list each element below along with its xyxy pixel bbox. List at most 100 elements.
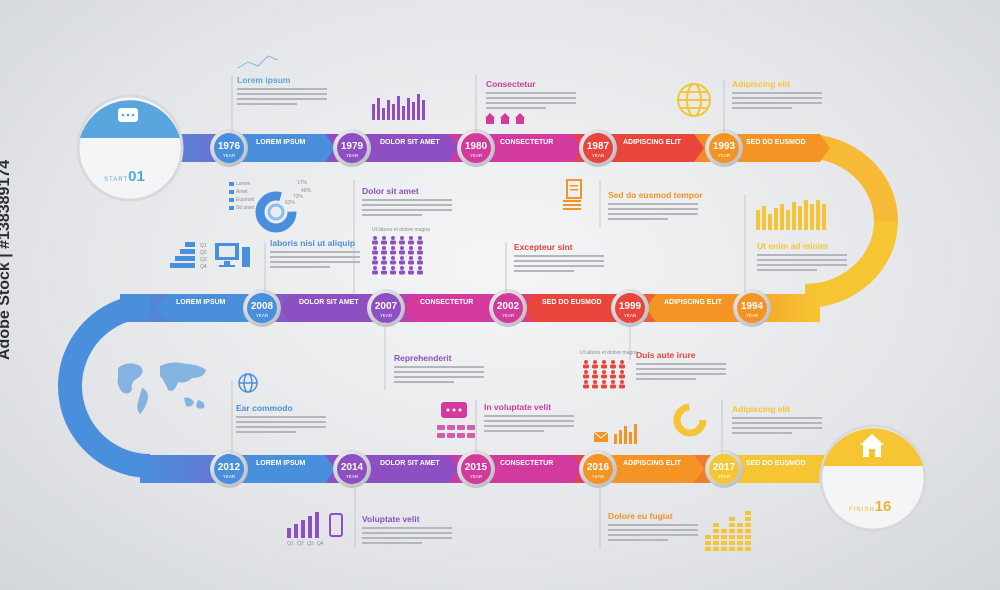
placeholder-text-line xyxy=(608,524,698,526)
people-caption: Ut labore et dolore magna xyxy=(372,227,430,233)
stage-label: ADIPISCING ELIT xyxy=(623,460,681,467)
row3-chevrons xyxy=(227,455,830,483)
stage-label: DOLOR SIT AMET xyxy=(380,139,440,146)
placeholder-text-line xyxy=(394,371,484,373)
placeholder-text-line xyxy=(732,107,792,109)
placeholder-text-line xyxy=(362,537,452,539)
placeholder-text-line xyxy=(270,256,360,258)
year-number: 2015 xyxy=(465,462,488,473)
phone-bar-chart xyxy=(287,512,343,538)
placeholder-text-line xyxy=(394,381,454,383)
year-sublabel: YEAR xyxy=(624,313,637,318)
person-body xyxy=(592,364,598,369)
placeholder-text-line xyxy=(732,97,822,99)
globe-icon xyxy=(677,83,711,117)
person-icon xyxy=(620,380,624,384)
grid-chart-cell xyxy=(721,535,727,539)
phone-chart-q4: Q4 xyxy=(317,541,324,547)
callout-title: Adipiscing elit xyxy=(732,404,791,414)
placeholder-text-line xyxy=(236,426,326,428)
person-body xyxy=(372,260,378,265)
person-body xyxy=(390,250,396,255)
person-icon xyxy=(400,236,404,240)
stage-label: SED DO EUSMOD xyxy=(746,460,806,467)
year-sublabel: YEAR xyxy=(223,474,236,479)
person-body xyxy=(408,240,414,245)
connector-lines xyxy=(231,75,746,548)
placeholder-text-line xyxy=(394,366,484,368)
donut-chart xyxy=(255,191,297,233)
person-icon xyxy=(373,266,377,270)
person-body xyxy=(408,270,414,275)
year-sublabel: YEAR xyxy=(470,153,483,158)
grid-chart-cell xyxy=(729,523,735,527)
person-body xyxy=(399,250,405,255)
person-icon xyxy=(602,380,606,384)
grid-chart-cell xyxy=(713,523,719,527)
placeholder-text-line xyxy=(236,421,326,423)
legend-name-4: Sit amet xyxy=(236,205,255,211)
placeholder-text-line xyxy=(757,269,817,271)
placeholder-text-line xyxy=(362,209,452,211)
stage-label: SED DO EUSMOD xyxy=(542,299,602,306)
year-coin-center xyxy=(247,293,277,323)
stage-chevron xyxy=(350,134,458,162)
year-coin-center xyxy=(337,454,367,484)
start-word: START xyxy=(104,177,129,183)
callout-title: Dolore eu fugiat xyxy=(608,511,673,521)
grid-chart-cell xyxy=(745,547,751,551)
person-icon xyxy=(418,246,422,250)
stock-watermark-id: Adobe Stock | #138389174 xyxy=(0,159,13,360)
placeholder-text-line xyxy=(514,265,604,267)
person-body xyxy=(610,384,616,389)
placeholder-text-line xyxy=(636,378,696,380)
callout-title: Adipiscing elit xyxy=(732,79,791,89)
stage-label: CONSECTETUR xyxy=(500,460,554,467)
person-icon xyxy=(382,236,386,240)
grid-chart-cell xyxy=(745,511,751,515)
grid-chart-cell xyxy=(745,529,751,533)
placeholder-text-line xyxy=(362,542,422,544)
person-icon xyxy=(409,266,413,270)
year-coin-center xyxy=(461,454,491,484)
year-coin-center xyxy=(709,133,739,163)
document-icon xyxy=(563,179,582,210)
stage-label: DOLOR SIT AMET xyxy=(380,460,440,467)
placeholder-text-line xyxy=(362,214,422,216)
placeholder-text-line xyxy=(237,93,327,95)
chat-icon xyxy=(441,402,467,418)
callout-title: Duis aute irure xyxy=(636,350,696,360)
ring-chart xyxy=(673,403,707,437)
stage-label: LOREM IPSUM xyxy=(256,139,306,146)
house-icon xyxy=(860,434,884,457)
placeholder-text-line xyxy=(732,432,792,434)
placeholder-text-line xyxy=(486,97,576,99)
year-markers: 1976YEAR1979YEAR1980YEAR1987YEAR1993YEAR… xyxy=(210,129,771,488)
person-body xyxy=(610,364,616,369)
person-icon xyxy=(602,370,606,374)
stage-label: DOLOR SIT AMET xyxy=(299,299,359,306)
finish-number: 16 xyxy=(874,498,892,515)
callout-title: Lorem ipsum xyxy=(237,75,291,85)
person-icon xyxy=(373,236,377,240)
person-icon xyxy=(584,370,588,374)
globe-icon-small xyxy=(238,373,258,393)
stage-label: CONSECTETUR xyxy=(420,299,474,306)
person-icon xyxy=(400,266,404,270)
year-coin-center xyxy=(709,454,739,484)
donut-value-1: 17% xyxy=(297,180,308,186)
grid-chart-cell xyxy=(721,547,727,551)
year-sublabel: YEAR xyxy=(592,153,605,158)
phone-chart-q1: Q1 xyxy=(287,541,294,547)
placeholder-text-line xyxy=(237,103,297,105)
donut-value-4: 63% xyxy=(285,200,296,206)
donut-value-2: 46% xyxy=(301,188,312,194)
person-body xyxy=(381,260,387,265)
grid-chart-cell xyxy=(729,547,735,551)
stair-q3: Q3 xyxy=(200,257,207,263)
year-number: 2008 xyxy=(251,301,274,312)
year-sublabel: YEAR xyxy=(718,474,731,479)
person-icon xyxy=(409,246,413,250)
grid-chart-cell xyxy=(745,523,751,527)
